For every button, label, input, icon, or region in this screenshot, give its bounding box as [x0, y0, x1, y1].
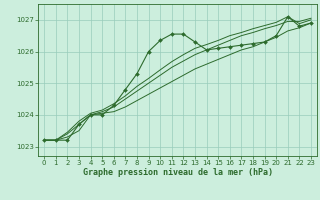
X-axis label: Graphe pression niveau de la mer (hPa): Graphe pression niveau de la mer (hPa)	[83, 168, 273, 177]
